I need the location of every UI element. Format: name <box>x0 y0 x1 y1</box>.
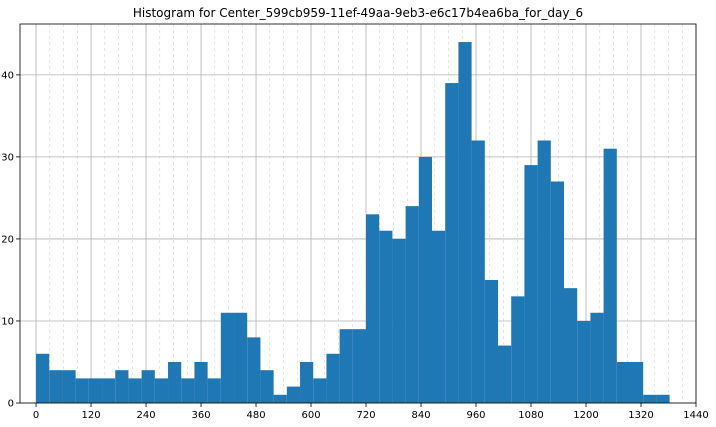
histogram-bar <box>484 279 499 403</box>
histogram-bar <box>550 181 565 403</box>
histogram-bar <box>300 361 314 403</box>
histogram-bar <box>590 312 604 403</box>
plot-frame <box>19 23 697 404</box>
x-tick-label: 720 <box>356 410 375 421</box>
histogram-bar <box>418 156 433 403</box>
histogram-bar <box>36 353 50 403</box>
x-tick-label: 1320 <box>628 410 653 421</box>
histogram-bar <box>564 288 578 403</box>
y-tick-label: 30 <box>1 152 14 163</box>
histogram-bar <box>616 361 631 403</box>
y-axis: 0 10 20 30 40 <box>1 70 20 410</box>
x-axis: 0 120 240 360 480 600 720 840 960 1080 1200 1320 144… <box>33 403 709 421</box>
x-tick-label: 240 <box>136 410 155 421</box>
x-tick-label: 480 <box>246 410 265 421</box>
x-tick-label: 360 <box>191 410 210 421</box>
histogram-bar <box>379 230 393 403</box>
histogram-bar <box>630 361 644 403</box>
x-tick-label: 1080 <box>518 410 543 421</box>
x-tick-label: 0 <box>33 410 39 421</box>
histogram-bar <box>194 361 208 403</box>
histogram-bar <box>537 140 551 403</box>
histogram-bar <box>75 378 89 403</box>
y-tick-label: 0 <box>8 399 14 410</box>
histogram-bar <box>168 361 182 403</box>
histogram-bar <box>603 148 617 403</box>
histogram-bars <box>36 42 670 404</box>
histogram-bar <box>656 394 670 403</box>
histogram-bar <box>247 337 261 403</box>
histogram-bar <box>49 370 63 403</box>
histogram-bar <box>141 370 155 403</box>
histogram-bar <box>458 42 472 404</box>
y-tick-label: 20 <box>1 234 14 245</box>
histogram-bar <box>577 320 591 403</box>
x-tick-label: 600 <box>301 410 320 421</box>
histogram-bar <box>498 345 512 403</box>
histogram-bar <box>405 206 419 403</box>
histogram-bar <box>471 140 485 403</box>
histogram-bar <box>524 165 538 403</box>
histogram-bar <box>643 394 657 403</box>
histogram-bar <box>88 378 103 403</box>
histogram-bar <box>352 329 367 403</box>
histogram-bar <box>339 329 353 403</box>
x-tick-label: 1200 <box>573 410 598 421</box>
histogram-bar <box>102 378 116 403</box>
histogram-bar <box>392 238 406 403</box>
x-tick-label: 1440 <box>683 410 708 421</box>
histogram-bar <box>260 370 274 403</box>
histogram-bar <box>154 378 169 403</box>
histogram-bar <box>115 370 129 403</box>
histogram-bar <box>62 370 76 403</box>
chart-title: Histogram for Center_599cb959-11ef-49aa-… <box>133 6 583 20</box>
x-tick-label: 840 <box>411 410 430 421</box>
histogram-bar <box>326 353 340 403</box>
histogram-bar <box>511 296 525 403</box>
histogram-bar <box>220 312 235 403</box>
histogram-bar <box>128 378 142 403</box>
histogram-bar <box>366 214 380 403</box>
y-tick-label: 10 <box>1 316 14 327</box>
histogram-bar <box>207 378 221 403</box>
histogram-bar <box>445 83 459 403</box>
histogram-bar <box>181 378 195 403</box>
histogram-bar <box>234 312 248 403</box>
y-tick-label: 40 <box>1 70 14 81</box>
histogram-bar <box>432 230 446 403</box>
histogram-bar <box>286 386 301 403</box>
x-tick-label: 120 <box>81 410 100 421</box>
x-tick-label: 960 <box>466 410 485 421</box>
histogram-bar <box>273 394 287 403</box>
histogram-bar <box>313 378 327 403</box>
